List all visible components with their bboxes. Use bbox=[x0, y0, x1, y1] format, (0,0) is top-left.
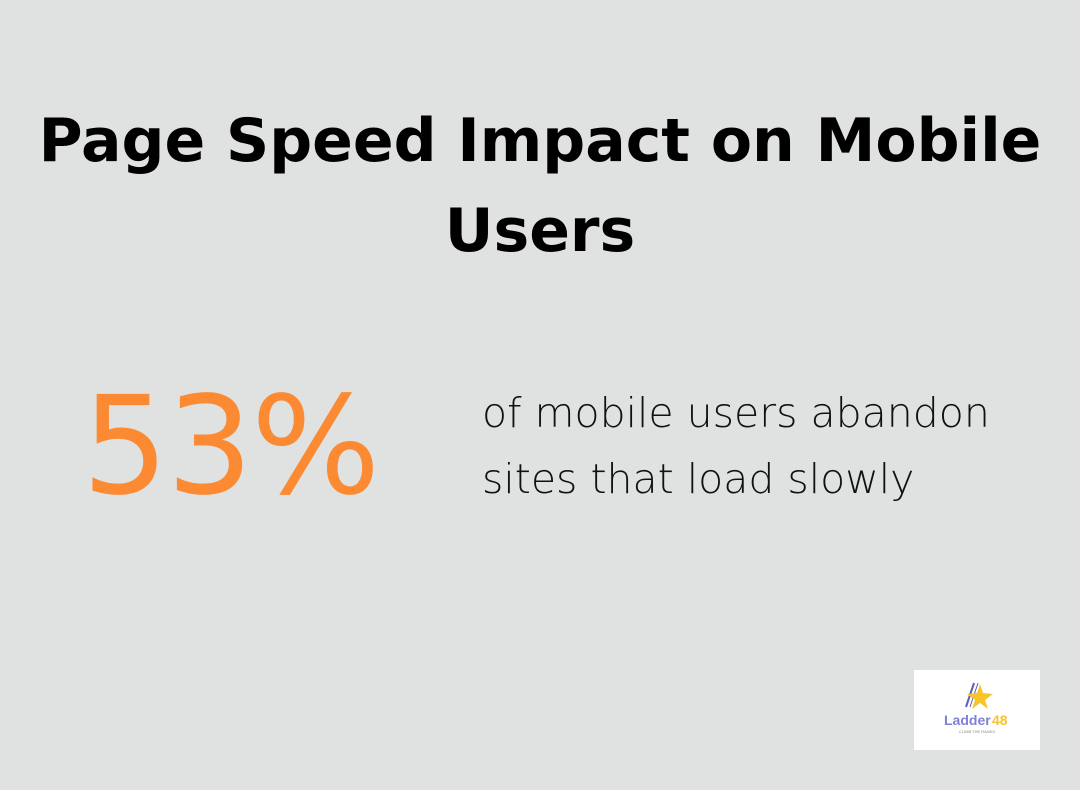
logo-name: Ladder bbox=[944, 712, 991, 728]
logo-tagline: CLIMB THE RANKS bbox=[959, 729, 995, 734]
page-title: Page Speed Impact on Mobile Users bbox=[38, 106, 1042, 266]
ladder48-logo: Ladder 48 CLIMB THE RANKS bbox=[914, 670, 1040, 750]
ladder-star-icon bbox=[965, 682, 993, 709]
logo-number: 48 bbox=[992, 712, 1008, 728]
stat-value: 53% bbox=[82, 368, 380, 526]
stat-description: of mobile users abandon sites that load … bbox=[482, 389, 990, 503]
